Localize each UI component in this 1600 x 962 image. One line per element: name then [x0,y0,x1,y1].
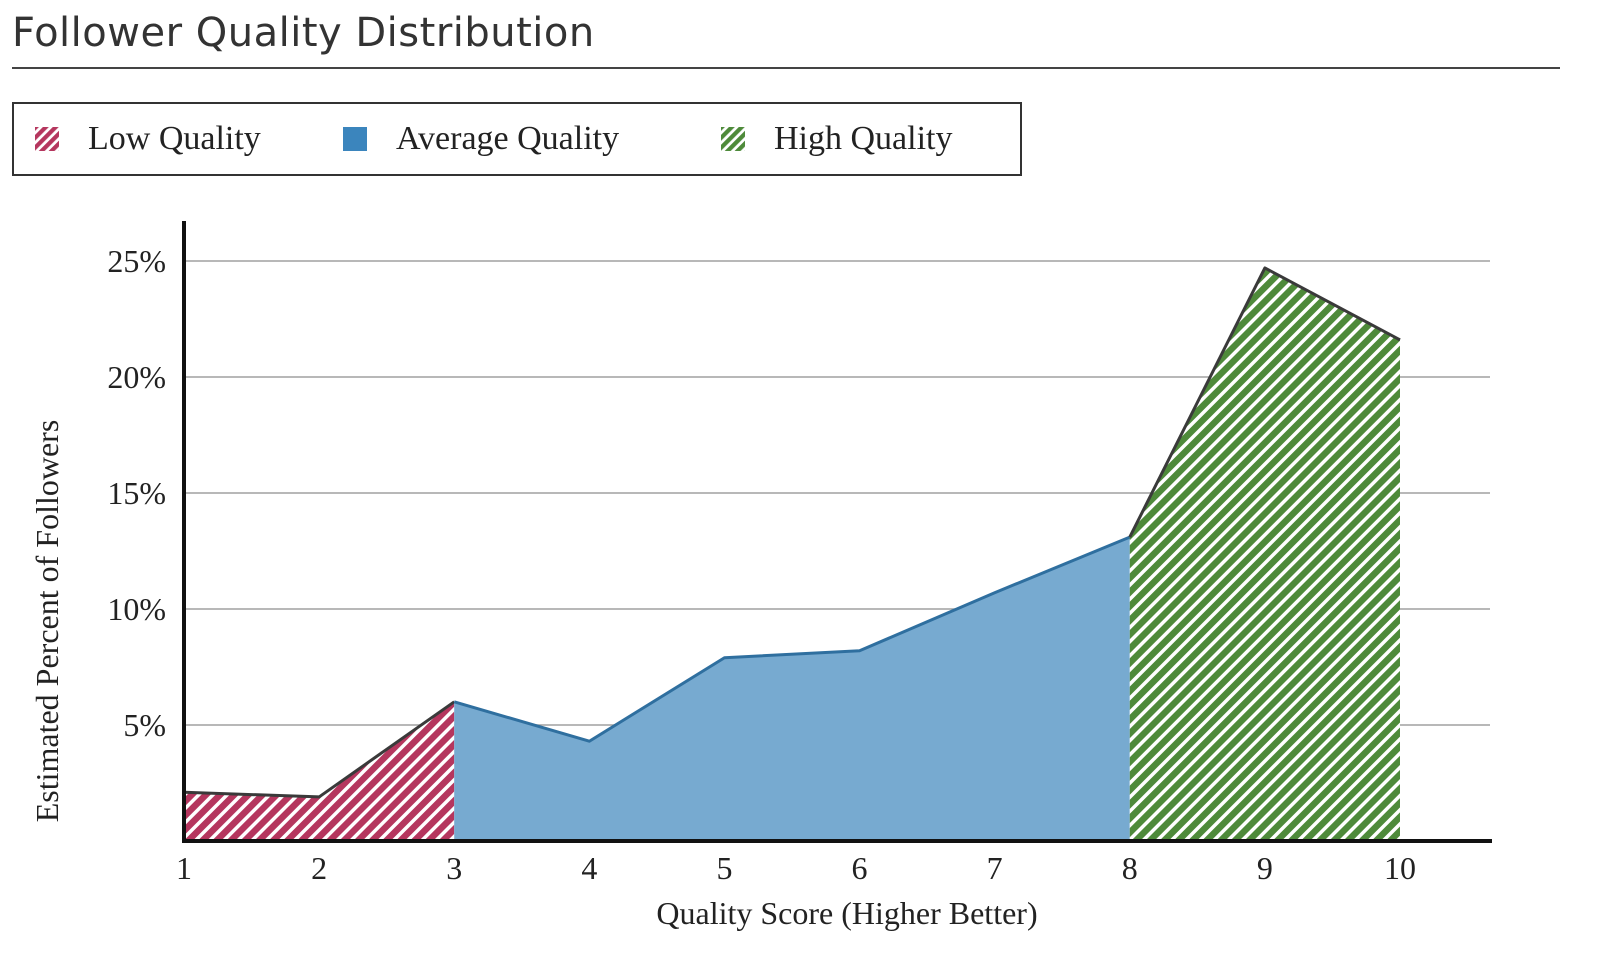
chart-container: 5% 10% 15% 20% 25% 1 2 3 4 5 6 7 8 9 10 Quality Score … [0,190,1600,958]
x-tick-label: 5 [716,850,732,886]
legend-item-average-quality: Average Quality [342,104,619,174]
chart-legend: Low Quality Average Quality High Quality [12,102,1022,176]
x-tick-label: 3 [446,850,462,886]
legend-label-average-quality: Average Quality [396,120,619,158]
area-segments [184,268,1400,841]
x-tick-label: 4 [581,850,597,886]
hatched-square-icon [34,126,60,152]
x-tick-label: 2 [311,850,327,886]
x-tick-label: 1 [176,850,192,886]
hatched-square-icon [720,126,746,152]
x-axis-label: Quality Score (Higher Better) [656,895,1037,931]
area-segment-high-quality [1130,268,1400,841]
y-tick-label: 25% [107,243,166,279]
y-tick-label: 15% [107,475,166,511]
legend-label-high-quality: High Quality [774,120,952,158]
y-tick-label: 5% [123,707,166,743]
page-title: Follower Quality Distribution [12,10,595,56]
x-tick-label: 6 [852,850,868,886]
legend-item-high-quality: High Quality [720,104,952,174]
legend-label-low-quality: Low Quality [88,120,261,158]
area-chart: 5% 10% 15% 20% 25% 1 2 3 4 5 6 7 8 9 10 Quality Score … [0,190,1600,958]
x-tick-label: 9 [1257,850,1273,886]
x-tick-label: 10 [1384,850,1416,886]
x-tick-label: 8 [1122,850,1138,886]
area-segment-average-quality [454,537,1130,841]
y-tick-label: 10% [107,591,166,627]
y-axis-label: Estimated Percent of Followers [29,420,65,823]
title-divider [12,67,1560,69]
area-segment-low-quality [184,702,454,841]
y-tick-label: 20% [107,359,166,395]
solid-square-icon [342,126,368,152]
legend-item-low-quality: Low Quality [34,104,261,174]
x-tick-label: 7 [987,850,1003,886]
